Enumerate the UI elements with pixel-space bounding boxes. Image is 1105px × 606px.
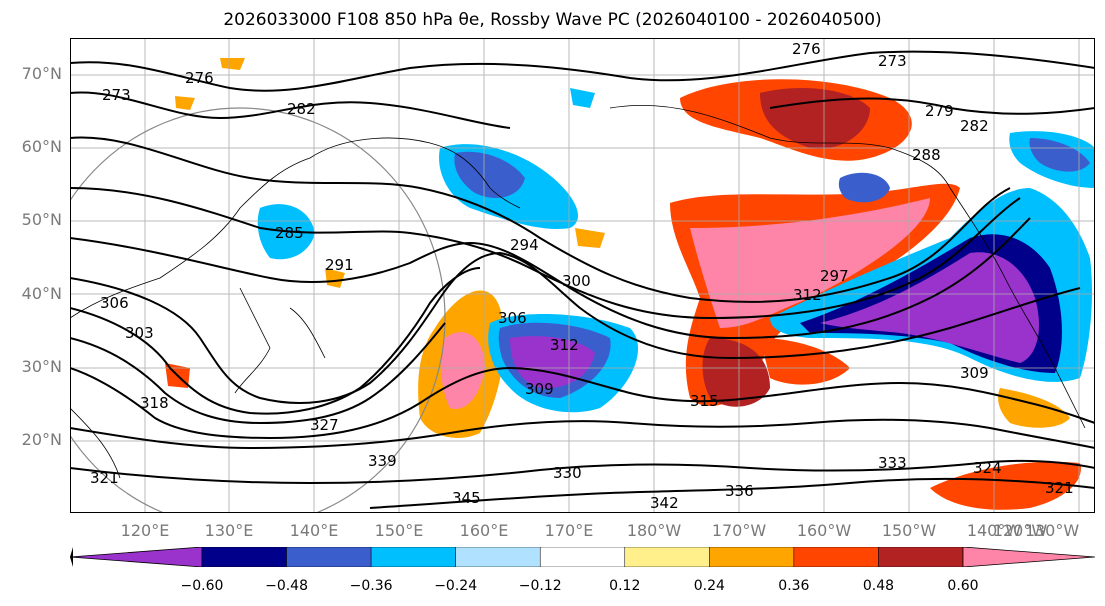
colorbar-tick-label: −0.36	[349, 578, 393, 594]
lon-label-140e: 140°E	[289, 521, 339, 540]
contour-label: 345	[452, 489, 481, 507]
contour-label: 288	[912, 146, 941, 164]
contour-label: 300	[562, 272, 591, 290]
lon-label-120w: 120°W	[992, 521, 1048, 540]
colorbar-tick-label: 0.12	[609, 578, 641, 594]
contour-label: 306	[498, 309, 527, 327]
contour-label: 333	[878, 454, 907, 472]
contour-label: 309	[525, 380, 554, 398]
contour-label: 324	[973, 459, 1002, 477]
contour-labels: 276 273 276 273 282 279 282 288 285 291 …	[90, 40, 1074, 512]
contour-label: 273	[878, 52, 907, 70]
colorbar-tick-label: 0.24	[693, 578, 725, 594]
colorbar-segment	[370, 547, 456, 567]
lat-label-70n: 70°N	[21, 64, 62, 83]
map-panel: 276 273 276 273 282 279 282 288 285 291 …	[70, 38, 1095, 513]
colorbar-segment	[286, 547, 372, 567]
contour-label: 318	[140, 394, 169, 412]
contour-label: 282	[960, 117, 989, 135]
colorbar-tick-label: −0.12	[518, 578, 562, 594]
theta-e-contours	[70, 50, 1095, 509]
lat-label-20n: 20°N	[21, 430, 62, 449]
colorbar-segment	[455, 547, 541, 567]
contour-label: 336	[725, 482, 754, 500]
coastlines	[70, 105, 1086, 479]
contour-label: 312	[793, 286, 822, 304]
colorbar-segment	[201, 547, 287, 567]
contour-label: 279	[925, 102, 954, 120]
contour-label: 285	[275, 224, 304, 242]
colorbar-segment	[70, 547, 203, 567]
lat-label-50n: 50°N	[21, 210, 62, 229]
colorbar-tick-label: 0.48	[862, 578, 895, 594]
contour-label: 321	[90, 469, 119, 487]
graticule	[70, 38, 1095, 513]
contour-label: 330	[553, 464, 582, 482]
colorbar-tick-label: 0.60	[947, 578, 979, 594]
lon-label-170e: 170°E	[544, 521, 594, 540]
lon-label-170w: 170°W	[711, 521, 767, 540]
lat-label-40n: 40°N	[21, 284, 62, 303]
colorbar-tick-label: −0.60	[180, 578, 224, 594]
contour-label: 339	[368, 452, 397, 470]
colorbar-tick-label: −0.48	[265, 578, 308, 594]
contour-label: 294	[510, 236, 539, 254]
map-title: 2026033000 F108 850 hPa θe, Rossby Wave …	[223, 10, 882, 30]
lon-label-120e: 120°E	[120, 521, 170, 540]
contour-label: 273	[102, 86, 131, 104]
colorbar-segment	[709, 547, 795, 567]
lon-label-160w: 160°W	[796, 521, 852, 540]
contour-label: 303	[125, 324, 154, 342]
contour-label: 297	[820, 267, 849, 285]
colorbar-segment	[624, 547, 710, 567]
colorbar-segment	[962, 547, 1095, 567]
lon-label-130e: 130°E	[204, 521, 254, 540]
contour-label: 342	[650, 494, 679, 512]
lon-label-130w: 130°W	[1024, 521, 1080, 540]
lon-label-150w: 150°W	[881, 521, 937, 540]
colorbar-tick-label: 0.36	[778, 578, 810, 594]
contour-label: 276	[792, 40, 821, 58]
contour-label: 321	[1045, 479, 1074, 497]
colorbar-segment	[878, 547, 964, 567]
contour-label: 312	[550, 336, 579, 354]
lat-label-30n: 30°N	[21, 357, 62, 376]
colorbar	[70, 547, 1095, 567]
contour-label: 306	[100, 294, 129, 312]
projection-ellipse	[70, 107, 446, 513]
colorbar-tick-label: −0.24	[434, 578, 478, 594]
lon-label-150e: 150°E	[374, 521, 424, 540]
contour-label: 282	[287, 100, 316, 118]
contour-label: 276	[185, 69, 214, 87]
lat-label-60n: 60°N	[21, 137, 62, 156]
contour-label: 327	[310, 416, 339, 434]
contour-label: 315	[690, 392, 719, 410]
contour-label: 309	[960, 364, 989, 382]
colorbar-segment	[539, 547, 626, 567]
contour-label: 291	[325, 256, 354, 274]
lon-label-180w: 180°W	[626, 521, 682, 540]
lon-label-140w: 140°W	[966, 521, 1022, 540]
colorbar-segment	[793, 547, 879, 567]
lon-label-160e: 160°E	[459, 521, 509, 540]
